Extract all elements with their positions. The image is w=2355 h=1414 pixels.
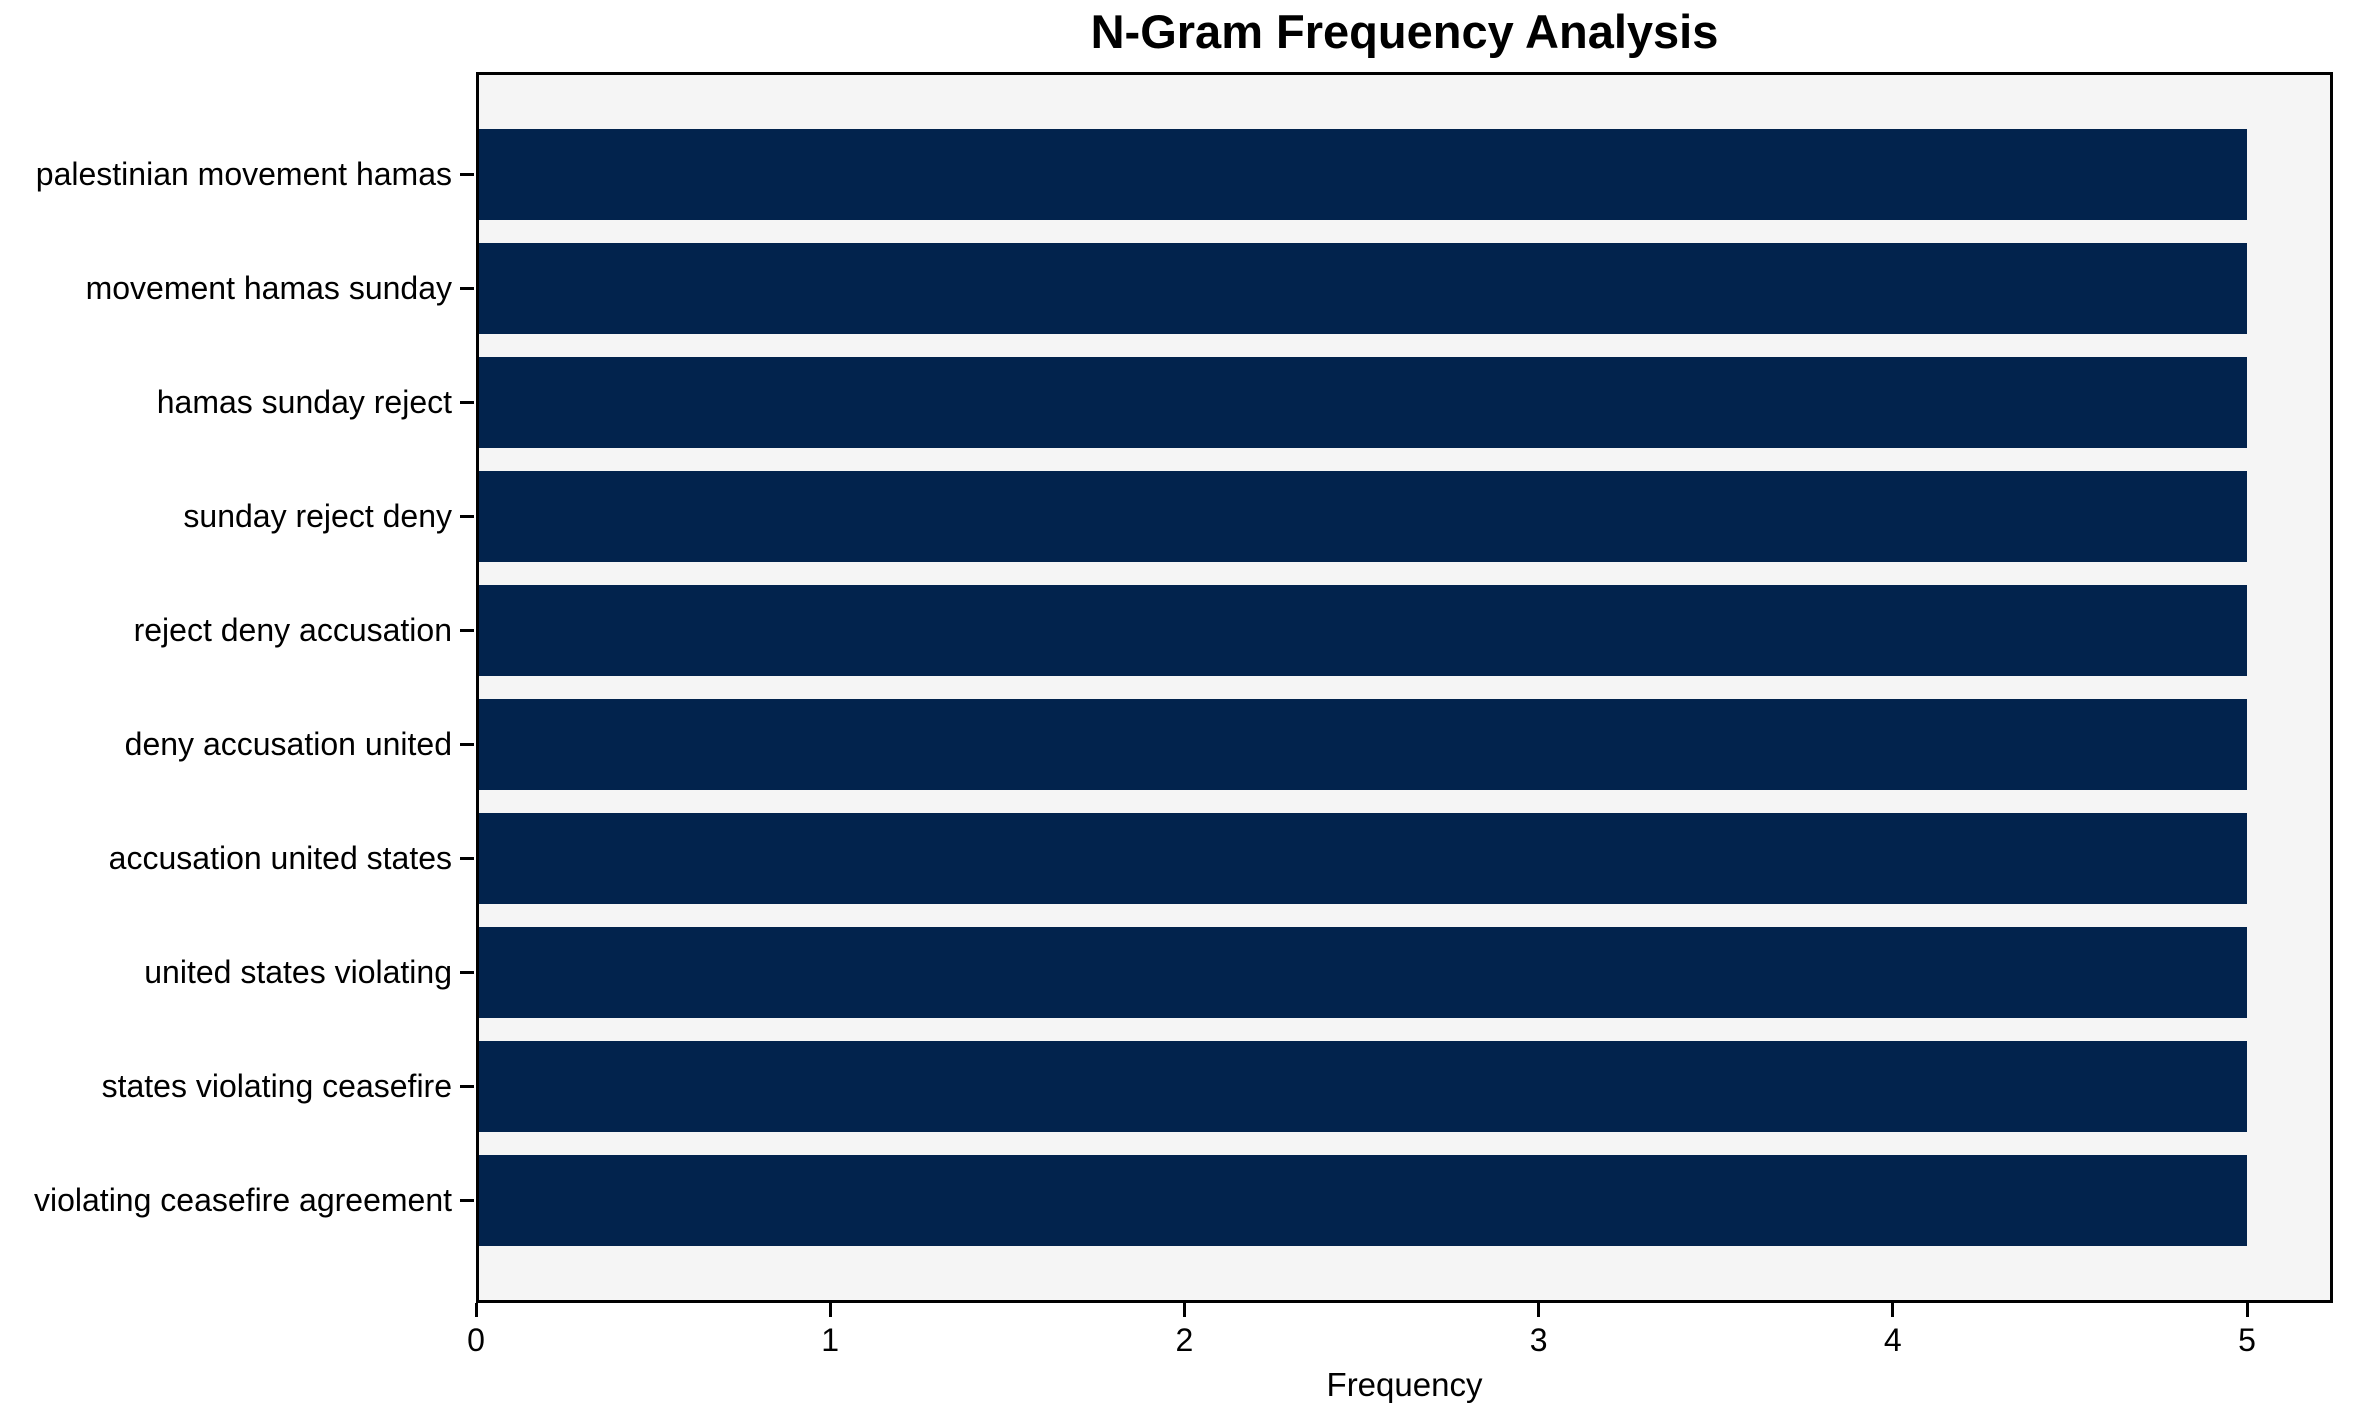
bar bbox=[479, 357, 2247, 448]
x-tick-mark bbox=[2245, 1303, 2249, 1317]
y-tick-label: states violating ceasefire bbox=[101, 1068, 452, 1104]
y-tick-mark bbox=[460, 629, 474, 632]
y-tick-label: reject deny accusation bbox=[133, 612, 452, 648]
bar bbox=[479, 813, 2247, 904]
bar bbox=[479, 927, 2247, 1018]
x-tick-mark bbox=[828, 1303, 832, 1317]
y-tick-label: deny accusation united bbox=[124, 726, 452, 762]
y-tick-label: movement hamas sunday bbox=[85, 270, 452, 306]
y-tick-mark bbox=[460, 173, 474, 176]
y-tick-mark bbox=[460, 743, 474, 746]
bar bbox=[479, 129, 2247, 220]
y-tick-mark bbox=[460, 287, 474, 290]
y-tick-mark bbox=[460, 971, 474, 974]
bar bbox=[479, 471, 2247, 562]
y-tick-mark bbox=[460, 401, 474, 404]
y-tick-mark bbox=[460, 1199, 474, 1202]
x-tick-mark bbox=[1891, 1303, 1895, 1317]
y-tick-mark bbox=[460, 515, 474, 518]
x-tick-label: 1 bbox=[821, 1322, 840, 1358]
y-tick-label: accusation united states bbox=[108, 840, 452, 876]
bar bbox=[479, 585, 2247, 676]
y-tick-label: violating ceasefire agreement bbox=[33, 1182, 452, 1218]
bar bbox=[479, 1155, 2247, 1246]
y-tick-label: hamas sunday reject bbox=[156, 384, 452, 420]
x-tick-label: 2 bbox=[1175, 1322, 1194, 1358]
x-tick-mark bbox=[1182, 1303, 1186, 1317]
y-tick-mark bbox=[460, 1085, 474, 1088]
bar bbox=[479, 1041, 2247, 1132]
bar bbox=[479, 699, 2247, 790]
x-tick-label: 0 bbox=[467, 1322, 485, 1358]
x-tick-label: 3 bbox=[1529, 1322, 1548, 1358]
x-tick-label: 4 bbox=[1883, 1322, 1902, 1358]
x-tick-mark bbox=[474, 1303, 478, 1317]
y-tick-label: sunday reject deny bbox=[183, 498, 452, 534]
y-tick-label: united states violating bbox=[144, 954, 452, 990]
y-tick-mark bbox=[460, 857, 474, 860]
y-tick-label: palestinian movement hamas bbox=[35, 156, 452, 192]
x-axis-label: Frequency bbox=[1326, 1366, 1483, 1403]
x-tick-mark bbox=[1537, 1303, 1541, 1317]
chart-title: N-Gram Frequency Analysis bbox=[1090, 5, 1719, 58]
bar bbox=[479, 243, 2247, 334]
x-tick-label: 5 bbox=[2238, 1322, 2256, 1358]
